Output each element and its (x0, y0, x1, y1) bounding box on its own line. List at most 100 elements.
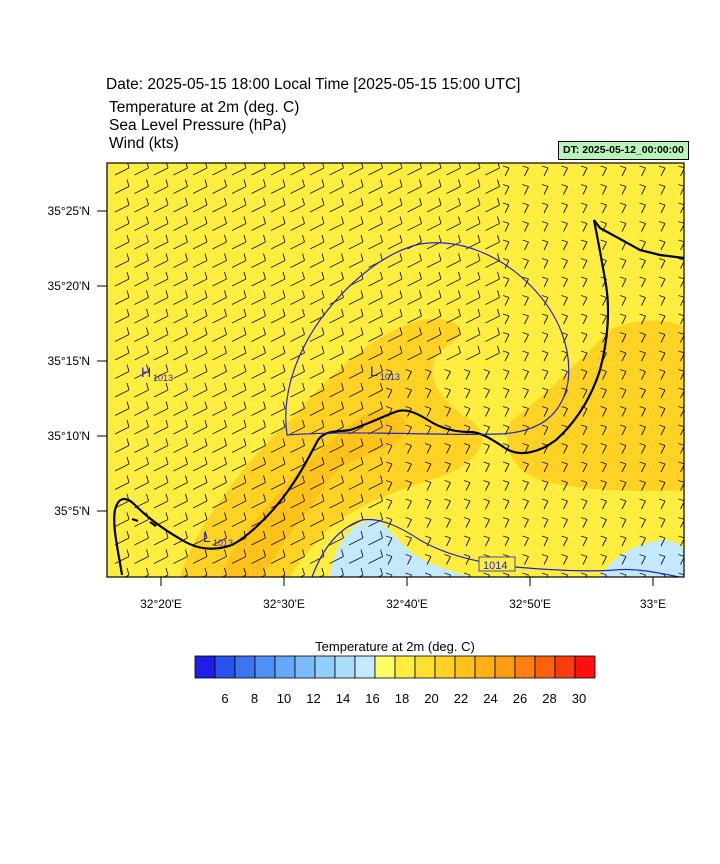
wind-barb (600, 424, 607, 436)
wind-barb (231, 308, 247, 324)
wind-barb (251, 179, 266, 194)
wind-barb (658, 406, 666, 417)
wind-barb (192, 493, 208, 509)
wind-barb (251, 216, 266, 231)
wind-barb (212, 401, 227, 416)
wind-barb (114, 290, 130, 305)
wind-barb (290, 438, 305, 453)
wind-barb (290, 179, 305, 194)
wind-barb (485, 308, 500, 324)
wind-barb (212, 290, 227, 305)
wind-barb (153, 438, 169, 453)
wind-barb (541, 313, 549, 325)
colorbar-tick-label: 24 (483, 691, 497, 706)
wind-barb (465, 345, 481, 361)
wind-barb (619, 295, 627, 306)
wind-barb (290, 475, 305, 490)
wind-barb (309, 475, 325, 490)
wind-barb (153, 253, 169, 268)
wind-barb (485, 327, 500, 342)
wind-barb (231, 271, 247, 287)
wind-barb (407, 308, 422, 324)
wind-barb (407, 327, 422, 342)
wind-barb (463, 461, 471, 473)
wind-barb (212, 345, 227, 361)
wind-barb (405, 498, 412, 510)
wind-barb (114, 364, 130, 379)
wind-barb (134, 456, 149, 472)
wind-barb (212, 271, 227, 287)
wind-barb (329, 345, 344, 361)
wind-barb (446, 179, 461, 194)
svg-text:1013: 1013 (380, 372, 400, 382)
wind-barb (385, 535, 393, 547)
wind-barb (580, 350, 588, 362)
wind-barb (639, 461, 646, 473)
wind-barb (465, 308, 481, 324)
wind-barb (561, 258, 568, 269)
wind-barb (561, 165, 568, 177)
wind-barb (483, 387, 490, 399)
wind-barb (348, 163, 364, 176)
wind-barb (522, 535, 529, 547)
svg-text:H: H (141, 364, 151, 380)
wind-barb (446, 290, 461, 305)
wind-barb (251, 438, 266, 453)
wind-barb (502, 480, 510, 491)
wind-barb (192, 549, 208, 564)
wind-barb (251, 271, 266, 287)
wind-barb (299, 567, 305, 577)
wind-barb (580, 369, 588, 380)
wind-barb (348, 179, 364, 194)
wind-barb (153, 163, 169, 176)
wind-barb (580, 424, 588, 436)
wind-barb (270, 253, 286, 268)
colorbar-tick-label: 12 (306, 691, 320, 706)
wind-barb (561, 295, 568, 306)
wind-barb (270, 549, 286, 564)
wind-barb (580, 276, 588, 288)
wind-barb (522, 295, 529, 306)
wind-barb (368, 549, 383, 564)
wind-barb (485, 179, 500, 194)
wind-barb (387, 216, 403, 231)
wind-barb (270, 401, 286, 416)
wind-barb (173, 197, 188, 213)
wind-barb (522, 313, 529, 325)
wind-barb (424, 443, 432, 454)
wind-barb (212, 234, 227, 250)
wind-barb (348, 308, 364, 324)
wind-barb (426, 345, 442, 361)
wind-barb (192, 530, 208, 546)
wind-barb (639, 295, 646, 306)
wind-barb (134, 530, 149, 546)
wind-barb (600, 202, 607, 214)
wind-barb (444, 517, 451, 528)
wind-barb (251, 308, 266, 324)
wind-barb (114, 308, 130, 324)
wind-barb (561, 406, 568, 417)
wind-barb (407, 345, 422, 361)
wind-barb (231, 493, 247, 509)
wind-barb (231, 549, 247, 564)
wind-barb (502, 517, 510, 528)
wind-barb (407, 271, 422, 287)
field-label-temperature: Temperature at 2m (deg. C) (109, 99, 300, 116)
wind-barb (446, 253, 461, 268)
wind-barb (385, 461, 393, 473)
wind-barb (221, 567, 227, 577)
wind-barb (580, 165, 588, 177)
wind-barb (192, 345, 208, 361)
wind-barb (348, 327, 364, 342)
wind-barb (231, 345, 247, 361)
wind-barb (483, 369, 490, 380)
wind-barb (173, 163, 188, 176)
wind-barb (368, 197, 383, 213)
wind-barb (465, 253, 481, 268)
wind-barb (212, 382, 227, 398)
wind-barb (368, 493, 383, 509)
wind-barb (580, 554, 588, 565)
wind-barb (658, 313, 666, 325)
wind-barb (444, 443, 451, 454)
wind-barb (522, 221, 529, 232)
